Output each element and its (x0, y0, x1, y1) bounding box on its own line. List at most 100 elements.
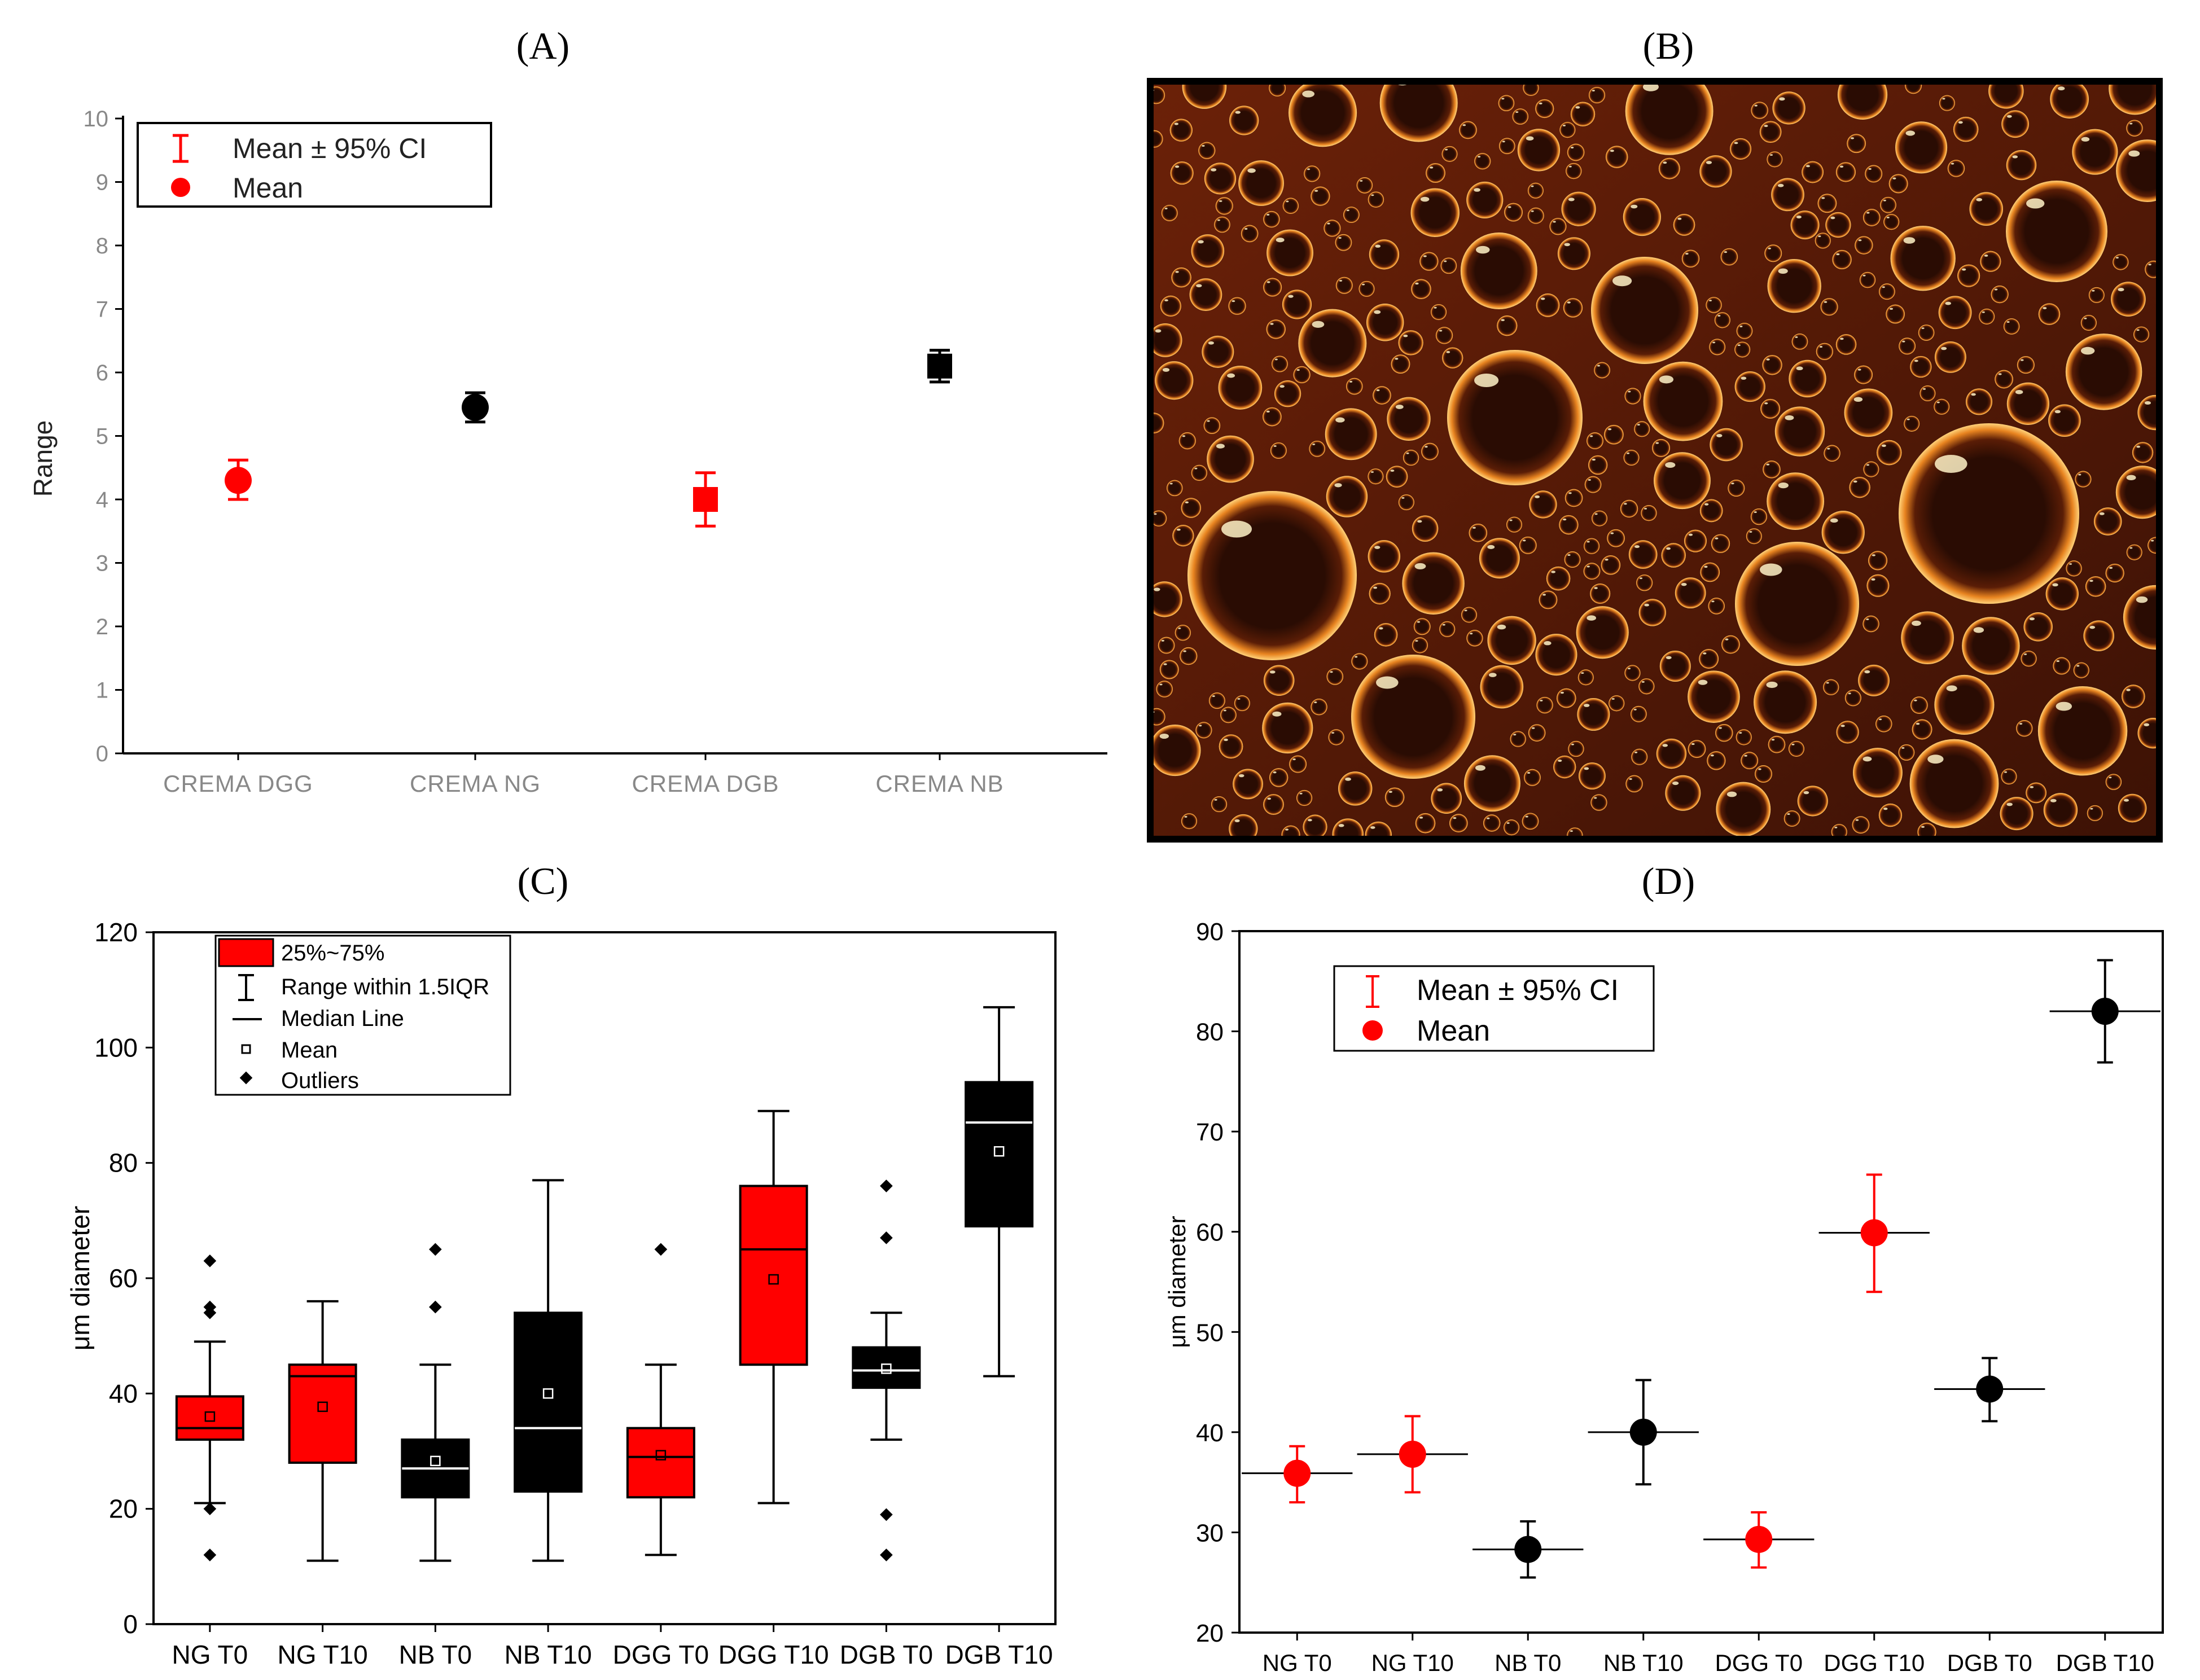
point-nb-t10 (1588, 1379, 1699, 1486)
legend-box-a (137, 122, 492, 208)
legend-mean-symbol-a (171, 178, 190, 197)
legend-a: Mean ± 95% CI Mean (137, 122, 492, 208)
outlier-marker-c (203, 1502, 217, 1515)
x-tick-label-c: NG T10 (278, 1640, 368, 1669)
y-tick-label-d: 30 (1196, 1519, 1224, 1547)
y-tick-label-c: 0 (123, 1609, 138, 1639)
y-tick-label-a: 6 (96, 361, 108, 385)
legend-d: Mean ± 95% CI Mean (1333, 965, 1655, 1052)
panel-label-c: (C) (517, 859, 569, 902)
crema-micrograph (1147, 78, 2163, 843)
crema-micrograph-image (1154, 85, 2156, 836)
point-ng-t10 (1357, 1415, 1468, 1494)
outlier-marker-c (203, 1254, 217, 1267)
y-tick-label-c: 20 (109, 1494, 138, 1524)
point-ng-t0 (1242, 1445, 1353, 1504)
iqr-box-c (626, 1427, 695, 1499)
outlier-marker-c (203, 1549, 217, 1561)
y-tick-label-c: 80 (109, 1148, 138, 1178)
y-axis-label-a: Range (28, 420, 58, 497)
y-tick-label-a: 0 (96, 742, 108, 766)
mean-marker-d (1860, 1219, 1888, 1247)
point-dgb-t0 (1934, 1357, 2045, 1423)
y-tick-label-a: 2 (96, 615, 108, 639)
mean-marker-d (2091, 998, 2119, 1025)
y-tick-label-d: 50 (1196, 1319, 1224, 1346)
box-dgb-t10 (965, 1006, 1034, 1378)
legend-mean-symbol-d (1362, 1020, 1383, 1041)
legend-box-d (1333, 965, 1655, 1052)
outlier-marker-c (203, 1306, 217, 1319)
outlier-marker-c (654, 1243, 668, 1256)
x-tick-label-a: CREMA NG (410, 770, 541, 797)
y-tick-label-d: 70 (1196, 1118, 1224, 1146)
point-crema-dgb (693, 471, 718, 528)
mean-marker-c (317, 1401, 328, 1413)
point-dgb-t10 (2049, 959, 2160, 1064)
box-nb-t10 (514, 1179, 583, 1562)
x-tick-label-c: NG T0 (172, 1640, 248, 1669)
y-tick-label-d: 40 (1196, 1419, 1224, 1447)
mean-marker-c (768, 1274, 779, 1285)
iqr-box-c (852, 1346, 921, 1389)
outlier-marker-c (880, 1179, 893, 1192)
outlier-marker-c (429, 1243, 442, 1256)
x-tick-label-c: DGG T10 (718, 1640, 829, 1669)
legend-mean-symbol-c (241, 1044, 251, 1054)
y-tick-label-a: 8 (96, 234, 108, 258)
panel-label-a: (A) (516, 24, 570, 67)
outlier-marker-c (429, 1300, 442, 1314)
mean-marker-d (1283, 1459, 1311, 1487)
y-tick-label-a: 7 (96, 297, 108, 322)
x-tick-label-c: DGB T10 (945, 1640, 1053, 1669)
y-tick-label-d: 80 (1196, 1019, 1224, 1046)
x-tick-label-a: CREMA NB (875, 770, 1003, 797)
point-dgg-t10 (1818, 1173, 1930, 1293)
iqr-box-c (175, 1395, 244, 1441)
mean-marker-c (881, 1363, 892, 1374)
legend-label-c: Outliers (281, 1068, 359, 1093)
x-tick-label-c: NB T0 (399, 1640, 472, 1669)
x-tick-label-c: DGB T0 (840, 1640, 933, 1669)
y-tick-label-c: 100 (94, 1033, 138, 1062)
y-tick-label-d: 60 (1196, 1219, 1224, 1247)
mean-marker-d (1399, 1440, 1426, 1468)
legend-label-a: Mean ± 95% CI (233, 133, 427, 164)
x-tick-label-d: DGG T10 (1824, 1650, 1925, 1676)
mean-marker-a (462, 393, 489, 421)
x-tick-label-d: NB T0 (1495, 1650, 1561, 1676)
outlier-marker-c (880, 1508, 893, 1521)
x-tick-label-d: NG T10 (1371, 1650, 1454, 1676)
box-dgg-t0 (626, 1243, 695, 1556)
panel-label-d: (D) (1641, 859, 1695, 902)
mean-marker-c (430, 1455, 441, 1467)
panel-label-b: (B) (1642, 24, 1694, 67)
mean-marker-d (1745, 1525, 1773, 1553)
y-tick-label-a: 10 (84, 107, 109, 131)
y-tick-label-c: 120 (94, 918, 138, 947)
outlier-marker-c (880, 1231, 893, 1244)
y-tick-label-c: 40 (109, 1379, 138, 1408)
iqr-box-c (288, 1363, 357, 1464)
box-ng-t0 (175, 1254, 244, 1561)
box-ng-t10 (288, 1300, 357, 1562)
point-crema-nb (927, 349, 952, 384)
mean-marker-c (655, 1450, 667, 1460)
x-tick-label-d: NB T10 (1603, 1650, 1684, 1676)
legend-label-c: Median Line (281, 1006, 404, 1031)
legend-label-d: Mean ± 95% CI (1417, 974, 1619, 1007)
legend-box-symbol-c (218, 938, 274, 967)
outlier-marker-c (880, 1549, 893, 1561)
x-tick-label-d: DGB T0 (1947, 1650, 2032, 1676)
point-crema-dgg (225, 458, 252, 501)
mean-marker-c (204, 1411, 216, 1422)
iqr-box-c (965, 1081, 1034, 1228)
x-tick-label-c: NB T10 (505, 1640, 592, 1669)
legend-label-c: Range within 1.5IQR (281, 975, 489, 999)
legend-c: 25%~75% Range within 1.5IQR Median Line Mea… (214, 935, 511, 1096)
y-tick-label-d: 20 (1196, 1620, 1224, 1647)
x-tick-label-d: DGG T0 (1715, 1650, 1803, 1676)
